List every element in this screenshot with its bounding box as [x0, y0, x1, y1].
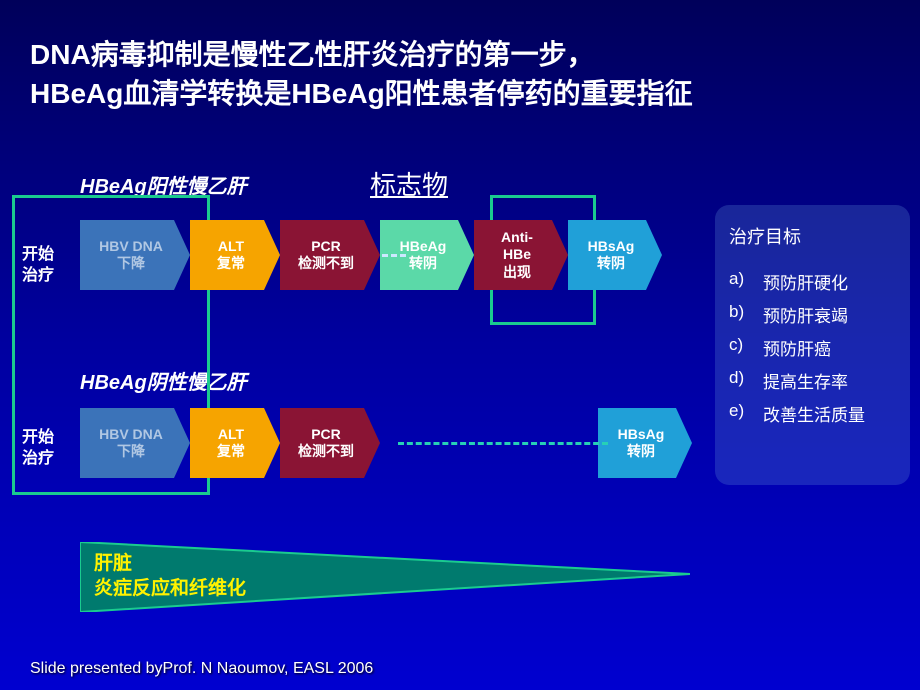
dash-row1 [382, 254, 406, 257]
flow-row-positive: HBV DNA下降 ALT复常 PCR检测不到 HBeAg转阴 Anti-HBe… [80, 220, 662, 290]
goals-title: 治疗目标 [729, 223, 896, 249]
marker-label: 标志物 [370, 165, 448, 202]
liver-triangle: 肝脏炎症反应和纤维化 [80, 542, 690, 612]
step-hbvdna-2: HBV DNA下降 [80, 408, 174, 478]
goal-item: c)预防肝癌 [729, 335, 896, 360]
goal-item: b)预防肝衰竭 [729, 302, 896, 327]
dash-row2 [398, 442, 608, 445]
step-pcr-2: PCR检测不到 [280, 408, 364, 478]
step-hbvdna: HBV DNA下降 [80, 220, 174, 290]
goal-item: d)提高生存率 [729, 368, 896, 393]
goal-item: e)改善生活质量 [729, 401, 896, 426]
goals-list: a)预防肝硬化 b)预防肝衰竭 c)预防肝癌 d)提高生存率 e)改善生活质量 [729, 269, 896, 426]
goals-panel: 治疗目标 a)预防肝硬化 b)预防肝衰竭 c)预防肝癌 d)提高生存率 e)改善生活质量 [715, 205, 910, 485]
liver-text: 肝脏炎症反应和纤维化 [94, 552, 246, 601]
goal-item: a)预防肝硬化 [729, 269, 896, 294]
slide-credit: Slide presented byProf. N Naoumov, EASL … [30, 660, 373, 678]
slide-title: DNA病毒抑制是慢性乙性肝炎治疗的第一步，HBeAg血清学转换是HBeAg阳性患… [30, 35, 693, 113]
step-antihbe: Anti-HBe出现 [474, 220, 552, 290]
step-hbsag-2: HBsAg转阴 [598, 408, 676, 478]
step-alt-2: ALT复常 [190, 408, 264, 478]
step-hbsag: HBsAg转阴 [568, 220, 646, 290]
step-pcr: PCR检测不到 [280, 220, 364, 290]
step-alt: ALT复常 [190, 220, 264, 290]
